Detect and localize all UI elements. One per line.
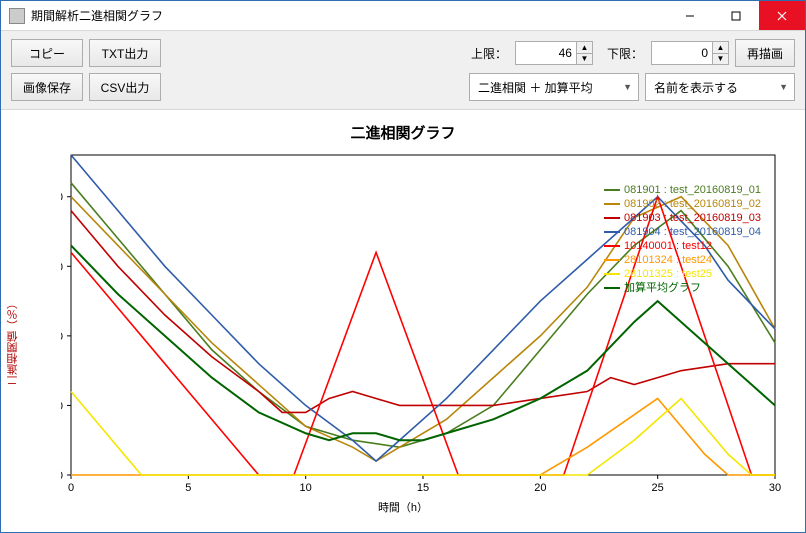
- app-icon: [9, 8, 25, 24]
- lower-limit-input[interactable]: ▲▼: [651, 41, 729, 65]
- image-save-button[interactable]: 画像保存: [11, 73, 83, 101]
- chart-title: 二進相関グラフ: [15, 122, 791, 143]
- minimize-button[interactable]: [667, 1, 713, 30]
- svg-text:20: 20: [61, 331, 63, 343]
- titlebar: 期間解析二進相関グラフ: [1, 1, 805, 31]
- copy-button[interactable]: コピー: [11, 39, 83, 67]
- lower-limit-label: 下限：: [607, 45, 643, 62]
- name-display-select[interactable]: 名前を表示する ▼: [645, 73, 795, 101]
- chart-plot: 0 10 20 30 40 0 5 10 15 20 25 30: [61, 149, 785, 497]
- maximize-button[interactable]: [713, 1, 759, 30]
- svg-text:40: 40: [61, 192, 63, 204]
- svg-text:5: 5: [185, 482, 191, 494]
- toolbar-row-1: コピー TXT出力 上限： ▲▼ 下限： ▲▼ 再描画: [11, 39, 795, 67]
- y-axis-label: 二進相関値（％）: [5, 298, 21, 386]
- chevron-down-icon: ▼: [779, 82, 788, 92]
- lower-limit-value[interactable]: [652, 42, 712, 64]
- svg-text:25: 25: [652, 482, 664, 494]
- redraw-button[interactable]: 再描画: [735, 39, 795, 67]
- name-display-value: 名前を表示する: [654, 79, 738, 96]
- chart-area: 二進相関グラフ 二進相関値（％） 0 10 20 30 40 0 5 10 15 20 25 30 0…: [1, 110, 805, 532]
- app-window: 期間解析二進相関グラフ コピー TXT出力 上限： ▲▼ 下限： ▲▼ 再描画 …: [0, 0, 806, 533]
- window-title: 期間解析二進相関グラフ: [31, 7, 667, 24]
- upper-limit-value[interactable]: [516, 42, 576, 64]
- svg-text:0: 0: [61, 470, 63, 482]
- csv-export-button[interactable]: CSV出力: [89, 73, 161, 101]
- mode-select[interactable]: 二進相関 ＋ 加算平均 ▼: [469, 73, 639, 101]
- svg-text:15: 15: [417, 482, 429, 494]
- svg-text:30: 30: [61, 261, 63, 273]
- spin-up-icon[interactable]: ▲: [713, 42, 728, 54]
- spin-down-icon[interactable]: ▼: [577, 54, 592, 65]
- spin-down-icon[interactable]: ▼: [713, 54, 728, 65]
- svg-text:20: 20: [534, 482, 546, 494]
- upper-limit-input[interactable]: ▲▼: [515, 41, 593, 65]
- svg-text:30: 30: [769, 482, 781, 494]
- svg-text:10: 10: [61, 400, 63, 412]
- upper-limit-label: 上限：: [471, 45, 507, 62]
- spin-up-icon[interactable]: ▲: [577, 42, 592, 54]
- x-axis-label: 時間（h）: [15, 499, 791, 515]
- toolbar: コピー TXT出力 上限： ▲▼ 下限： ▲▼ 再描画 画像保存 CSV出力 二…: [1, 31, 805, 110]
- txt-export-button[interactable]: TXT出力: [89, 39, 161, 67]
- close-button[interactable]: [759, 1, 805, 30]
- mode-select-value: 二進相関 ＋ 加算平均: [478, 79, 593, 96]
- toolbar-row-2: 画像保存 CSV出力 二進相関 ＋ 加算平均 ▼ 名前を表示する ▼: [11, 73, 795, 101]
- plot-wrap: 010203040051015202530 081901 : test_2016…: [61, 149, 785, 497]
- svg-text:10: 10: [300, 482, 312, 494]
- svg-text:0: 0: [68, 482, 74, 494]
- chevron-down-icon: ▼: [623, 82, 632, 92]
- window-controls: [667, 1, 805, 30]
